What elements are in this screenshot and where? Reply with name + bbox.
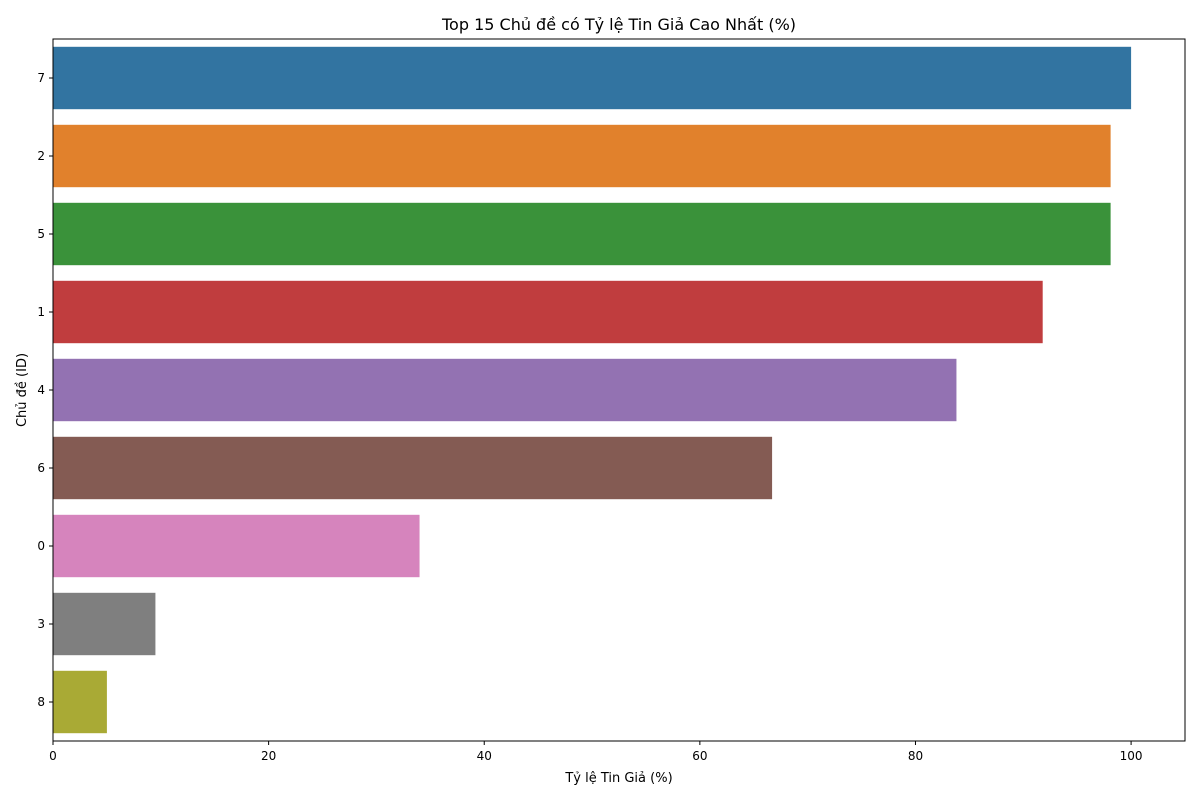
x-tick-label: 80 (908, 749, 923, 763)
y-tick-label: 8 (37, 695, 45, 709)
y-tick-label: 6 (37, 461, 45, 475)
bar-8 (53, 670, 107, 734)
x-ticks-group: 0 20 40 60 80 100 (49, 741, 1143, 763)
bars-group (53, 46, 1132, 734)
chart-title: Top 15 Chủ đề có Tỷ lệ Tin Giả Cao Nhất … (441, 15, 796, 34)
x-tick-label: 20 (261, 749, 276, 763)
y-axis-label: Chủ đề (ID) (15, 353, 30, 427)
x-axis-label: Tỷ lệ Tin Giả (%) (564, 771, 672, 786)
bar-2 (53, 124, 1111, 188)
bar-1 (53, 280, 1043, 344)
y-ticks-group: 7 2 5 1 4 6 0 3 8 (37, 71, 53, 709)
x-tick-label: 0 (49, 749, 57, 763)
axes-frame (52, 38, 1186, 742)
bar-5 (53, 202, 1111, 266)
bar-6 (53, 436, 773, 500)
bar-3 (53, 592, 156, 656)
y-tick-label: 3 (37, 617, 45, 631)
x-tick-label: 40 (477, 749, 492, 763)
bar-7 (53, 46, 1132, 110)
bar-0 (53, 514, 420, 578)
x-tick-label: 60 (692, 749, 707, 763)
x-tick-label: 100 (1120, 749, 1143, 763)
y-tick-label: 0 (37, 539, 45, 553)
y-tick-label: 2 (37, 149, 45, 163)
y-tick-label: 1 (37, 305, 45, 319)
y-tick-label: 5 (37, 227, 45, 241)
y-tick-label: 7 (37, 71, 45, 85)
y-tick-label: 4 (37, 383, 45, 397)
bar-4 (53, 358, 957, 422)
